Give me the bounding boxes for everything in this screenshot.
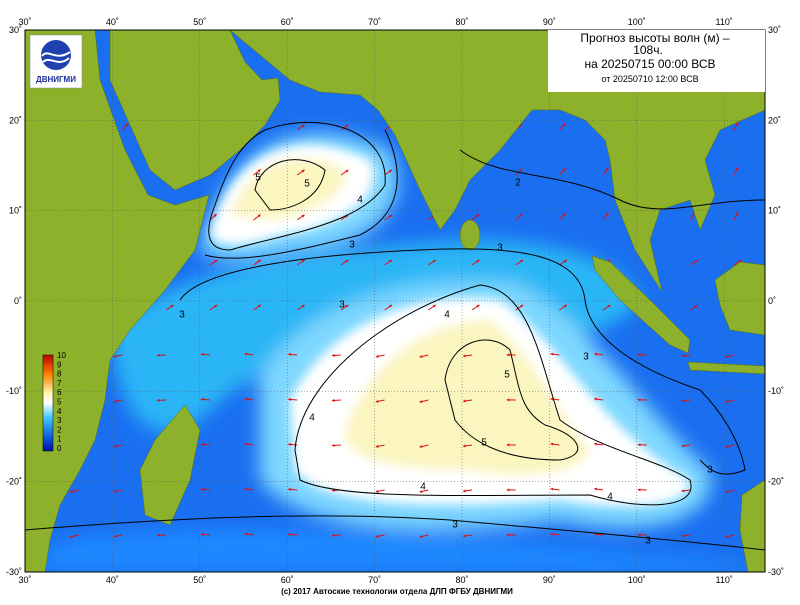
contour-label: 4 [309,413,315,424]
contour-label: 2 [515,178,521,189]
lat-label-left: 30˚ [9,25,22,35]
lat-label-right: 0˚ [768,296,776,306]
contour-label: 3 [349,240,355,251]
colorbar-label: 10 [57,351,66,360]
contour-label: 4 [607,492,613,503]
lon-label-top: 70˚ [368,17,381,27]
lat-label-right: -20˚ [768,477,784,487]
colorbar-label: 8 [57,370,62,379]
colorbar-label: 2 [57,425,62,434]
colorbar-label: 9 [57,360,62,369]
title-line: на 20250715 00:00 ВСВ [585,57,716,71]
colorbar-label: 6 [57,388,62,397]
contour-label: 3 [497,243,503,254]
lon-label-top: 110˚ [716,17,733,27]
lat-label-left: 0˚ [14,296,22,306]
contour-label: 5 [481,438,487,449]
title-box: Прогноз высоты волн (м) – 108ч. на 20250… [548,30,765,92]
colorbar [43,355,53,451]
lon-label-top: 40˚ [106,17,119,27]
lat-label-right: -10˚ [768,386,784,396]
lon-label-top: 90˚ [543,17,556,27]
contour-label: 5 [304,179,310,190]
lon-label-bottom: 110˚ [716,575,733,585]
contour-label: 3 [339,300,345,311]
footer: (c) 2017 Автоские технологии отдела ДЛП … [281,587,513,596]
lon-label-bottom: 80˚ [455,575,468,585]
lon-label-bottom: 40˚ [106,575,119,585]
contour-label: 3 [645,536,651,547]
contour-label: 3 [707,465,713,476]
contour-label: 5 [504,370,510,381]
lon-label-bottom: 70˚ [368,575,381,585]
lon-label-top: 50˚ [193,17,206,27]
lat-label-right: 20˚ [768,115,781,125]
title-line: от 20250710 12:00 ВСВ [601,74,698,84]
contour-label: 4 [444,310,450,321]
lon-label-top: 80˚ [455,17,468,27]
lat-label-left: -10˚ [6,386,22,396]
contour-label: 3 [452,520,458,531]
lat-label-left: 10˚ [9,206,22,216]
lon-label-top: 100˚ [628,17,646,27]
lon-label-bottom: 90˚ [543,575,556,585]
contour-label: 5 [255,173,261,184]
colorbar-label: 5 [57,398,62,407]
lat-label-left: -20˚ [6,477,22,487]
lat-label-left: 20˚ [9,115,22,125]
lon-label-top: 60˚ [281,17,294,27]
lat-label-right: 30˚ [768,25,781,35]
contour-label: 4 [420,482,426,493]
colorbar-label: 0 [57,444,62,453]
lat-label-right: 10˚ [768,206,781,216]
contour-label: 4 [357,195,363,206]
contour-label: 3 [583,352,589,363]
logo-text: ДВНИГМИ [36,75,76,84]
title-line: 108ч. [633,43,663,57]
colorbar-label: 3 [57,416,62,425]
colorbar-label: 1 [57,435,62,444]
lat-label-right: -30˚ [768,567,784,577]
colorbar-label: 4 [57,407,62,416]
logo: ДВНИГМИ [30,35,82,88]
contour-label: 3 [179,310,185,321]
lon-label-bottom: 100˚ [628,575,646,585]
lon-label-bottom: 50˚ [193,575,206,585]
colorbar-label: 7 [57,379,62,388]
lon-label-bottom: 60˚ [281,575,294,585]
lat-label-left: -30˚ [6,567,22,577]
map-area [25,30,765,572]
